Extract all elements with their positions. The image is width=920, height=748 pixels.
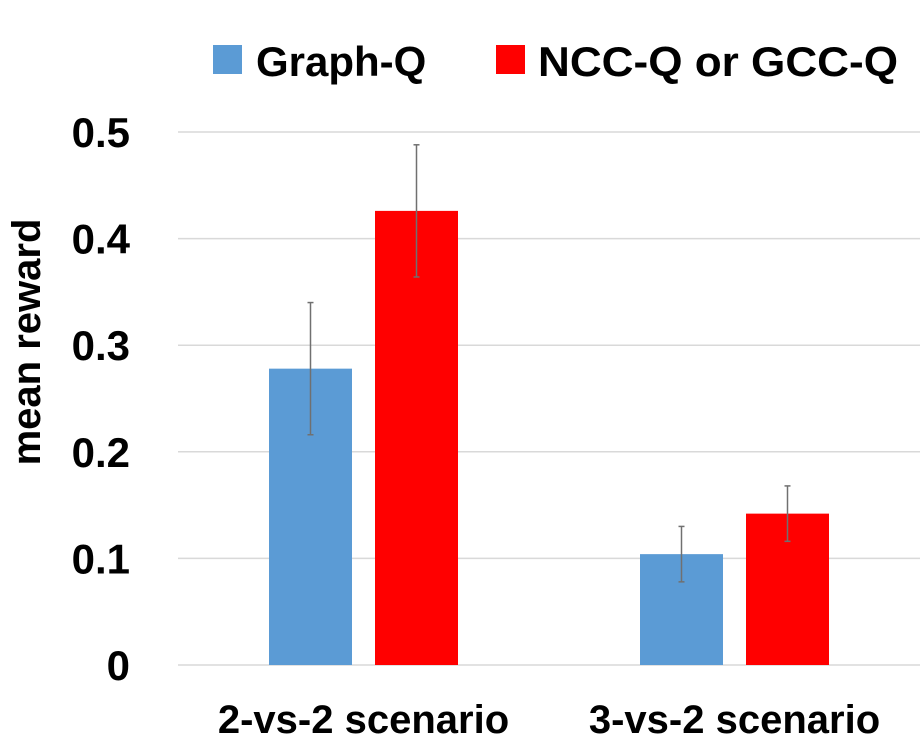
legend: Graph-Q NCC-Q or GCC-Q [213, 38, 898, 85]
legend-label-graph-q: Graph-Q [256, 38, 426, 85]
bar-1-0 [375, 210, 458, 665]
legend-label-ncc-q: NCC-Q or GCC-Q [538, 38, 898, 85]
y-tick-label: 0.1 [72, 535, 130, 582]
legend-swatch-graph-q [213, 45, 242, 74]
y-axis-label: mean reward [5, 219, 49, 466]
y-tick-label: 0 [107, 642, 130, 689]
bars [269, 144, 829, 665]
error-bar [307, 301, 314, 436]
y-tick-label: 0.3 [72, 322, 130, 369]
error-bar [784, 485, 791, 543]
y-tick-labels: 0 0.1 0.2 0.3 0.4 0.5 [72, 109, 131, 689]
x-tick-label: 2-vs-2 scenario [218, 698, 509, 742]
x-tick-labels: 2-vs-2 scenario 3-vs-2 scenario [218, 698, 880, 742]
x-tick-label: 3-vs-2 scenario [589, 698, 880, 742]
y-tick-label: 0.5 [72, 109, 130, 156]
y-tick-label: 0.2 [72, 429, 130, 476]
y-tick-label: 0.4 [72, 216, 131, 263]
error-bar [678, 525, 685, 583]
error-bar [413, 144, 420, 278]
legend-swatch-ncc-q [496, 45, 525, 74]
